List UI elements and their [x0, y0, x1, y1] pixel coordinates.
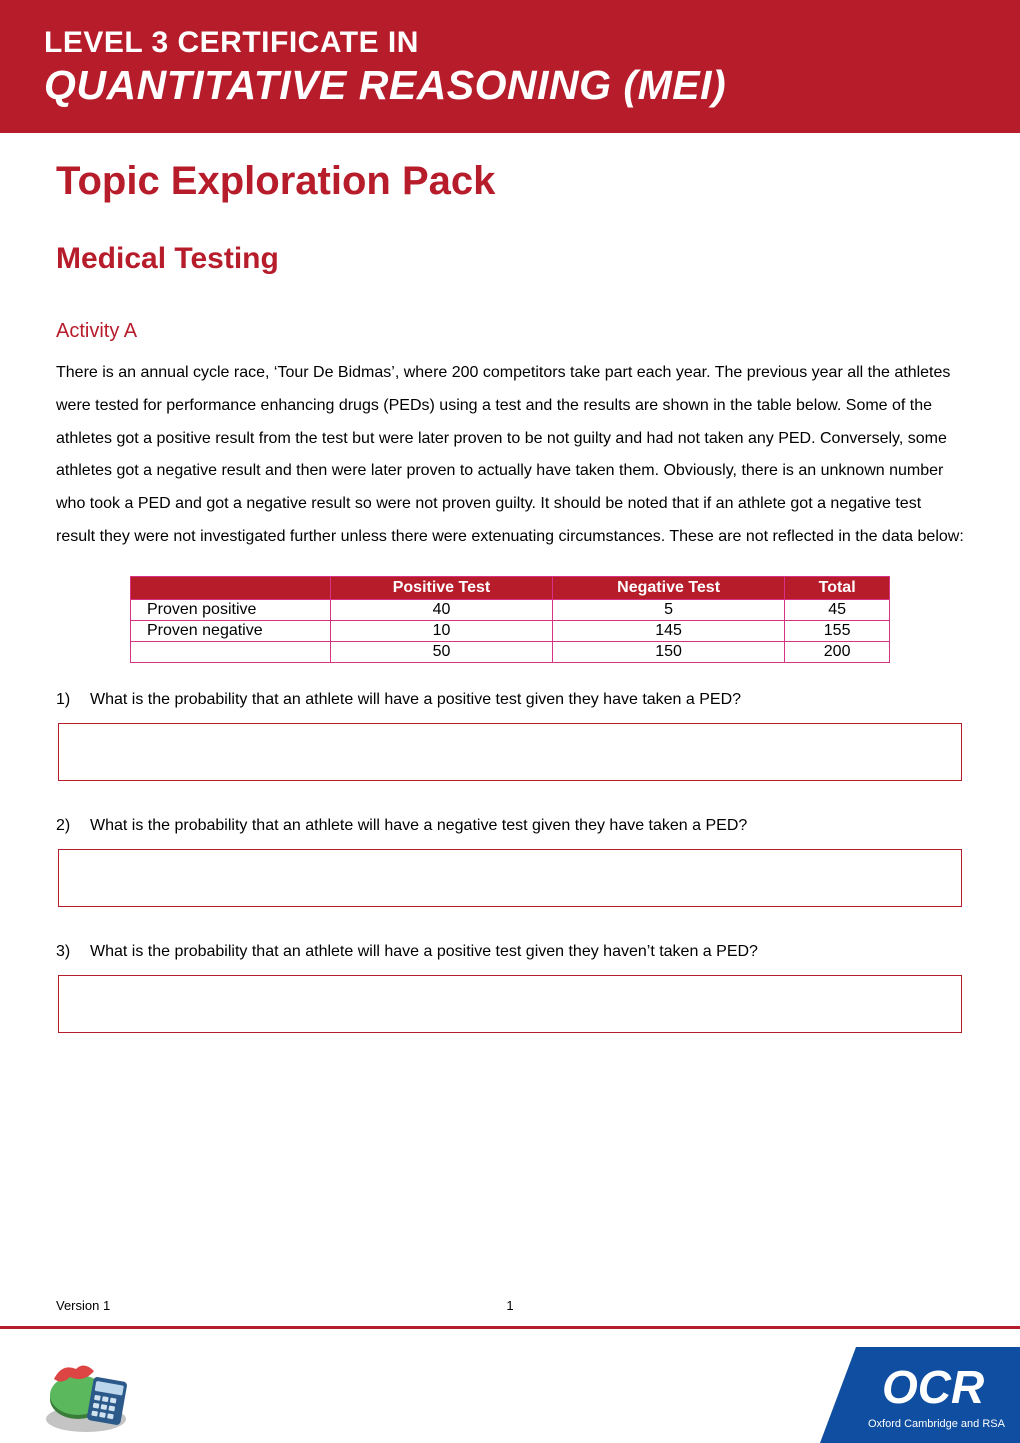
answer-box-3[interactable]: [58, 975, 962, 1033]
question-text: What is the probability that an athlete …: [90, 817, 747, 835]
answer-box-2[interactable]: [58, 849, 962, 907]
table-cell: 145: [552, 620, 784, 641]
table-cell: 5: [552, 599, 784, 620]
calculator-icon: [44, 1359, 134, 1435]
header-banner: LEVEL 3 CERTIFICATE IN QUANTITATIVE REAS…: [0, 0, 1020, 133]
table-header-cell: Positive Test: [331, 576, 553, 599]
results-table: Positive Test Negative Test Total Proven…: [130, 576, 890, 663]
table-header-cell: Total: [785, 576, 890, 599]
table-row: Proven positive 40 5 45: [131, 599, 890, 620]
banner-line-1: LEVEL 3 CERTIFICATE IN: [44, 26, 976, 60]
table-cell: 50: [331, 641, 553, 662]
page-content: Topic Exploration Pack Medical Testing A…: [0, 133, 1020, 1033]
question-text: What is the probability that an athlete …: [90, 943, 758, 961]
footer-meta: Version 1 1: [56, 1298, 964, 1313]
answer-box-1[interactable]: [58, 723, 962, 781]
page-number: 1: [506, 1298, 513, 1313]
page-title: Topic Exploration Pack: [56, 159, 964, 204]
table-cell: Proven negative: [131, 620, 331, 641]
table-cell: 10: [331, 620, 553, 641]
question-1: 1) What is the probability that an athle…: [56, 691, 964, 709]
ocr-logo: OCR Oxford Cambridge and RSA: [820, 1347, 1020, 1443]
table-cell: 155: [785, 620, 890, 641]
ocr-logo-text: OCR: [882, 1361, 984, 1413]
question-text: What is the probability that an athlete …: [90, 691, 741, 709]
intro-paragraph: There is an annual cycle race, ‘Tour De …: [56, 357, 964, 554]
table-header-cell: Negative Test: [552, 576, 784, 599]
question-number: 3): [56, 943, 76, 961]
table-cell: 45: [785, 599, 890, 620]
table-header-cell: [131, 576, 331, 599]
table-row: Proven negative 10 145 155: [131, 620, 890, 641]
table-cell: 200: [785, 641, 890, 662]
question-3: 3) What is the probability that an athle…: [56, 943, 964, 961]
activity-label: Activity A: [56, 320, 964, 343]
table-row: 50 150 200: [131, 641, 890, 662]
question-2: 2) What is the probability that an athle…: [56, 817, 964, 835]
question-number: 2): [56, 817, 76, 835]
question-number: 1): [56, 691, 76, 709]
version-label: Version 1: [56, 1298, 110, 1313]
banner-line-2: QUANTITATIVE REASONING (MEI): [44, 62, 976, 109]
table-cell: [131, 641, 331, 662]
page-subtitle: Medical Testing: [56, 242, 964, 276]
table-header-row: Positive Test Negative Test Total: [131, 576, 890, 599]
ocr-logo-subtext: Oxford Cambridge and RSA: [868, 1418, 1006, 1430]
table-cell: 40: [331, 599, 553, 620]
table-cell: 150: [552, 641, 784, 662]
table-cell: Proven positive: [131, 599, 331, 620]
